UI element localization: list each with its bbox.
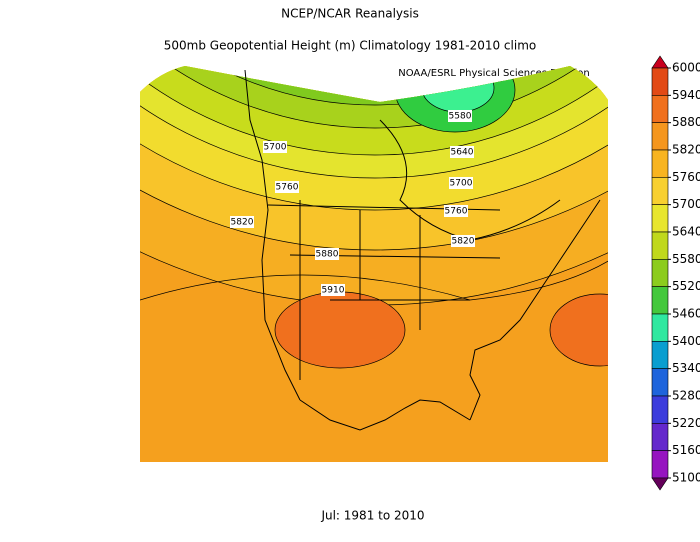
colorbar-cap: [651, 55, 669, 69]
colorbar-band: [651, 395, 669, 424]
contour-label: 5910: [322, 286, 345, 296]
field-band: [140, 66, 608, 156]
contour-label: 5640: [451, 148, 474, 158]
contour-label-box: [449, 177, 473, 189]
contour-line: [140, 259, 608, 301]
height-field: [140, 66, 608, 462]
colorbar-band: [651, 177, 669, 205]
colorbar-band: [651, 149, 669, 178]
map-subtitle: 500mb Geopotential Height (m) Climatolog…: [164, 39, 536, 53]
colorbar-tick-label: 5580: [672, 252, 700, 266]
contour-label-box: [450, 146, 474, 158]
coastlines: [244, 69, 601, 431]
contour-label-box: [444, 205, 468, 217]
contour-label-box: [448, 110, 472, 122]
contour-label: 5760: [445, 207, 468, 217]
field-band: [549, 293, 608, 367]
colorbar-tick-label: 5760: [672, 170, 700, 184]
colorbar-band: [651, 204, 669, 233]
colorbar-tick-label: 5940: [672, 88, 700, 102]
contour-labels: 5580 5640 5700 5700 5760 5760 5820 5820 5880 5910: [230, 110, 475, 296]
colorbar-band: [651, 231, 669, 260]
contour-label: 5820: [452, 237, 475, 247]
colorbar-band: [651, 259, 669, 287]
colorbar-tick-label: 6000: [672, 61, 700, 75]
colorbar-band: [651, 122, 669, 151]
colorbar-tick-label: 5340: [672, 361, 700, 375]
coastline: [469, 199, 601, 421]
contour-label-box: [451, 235, 475, 247]
border: [267, 200, 501, 380]
map-title: NCEP/NCAR Reanalysis: [281, 7, 419, 21]
field-band: [140, 66, 608, 179]
contour-label: 5760: [276, 183, 299, 193]
colorbar-tick-label: 5400: [672, 334, 700, 348]
colorbar-tick-label: 5640: [672, 225, 700, 239]
contour-label: 5700: [264, 143, 287, 153]
colorbar-tick-label: 5160: [672, 443, 700, 457]
contour-label: 5820: [231, 218, 254, 228]
colorbar-tick-label: 5460: [672, 307, 700, 321]
colorbar-tick-label: 5700: [672, 197, 700, 211]
colorbar-band: [651, 286, 669, 315]
colorbar-band: [651, 313, 669, 342]
contour-label: 5880: [316, 250, 339, 260]
coastline: [299, 399, 471, 431]
colorbar-tick-label: 5220: [672, 416, 700, 430]
contour-label: 5580: [449, 112, 472, 122]
colorbar-tick-label: 5520: [672, 279, 700, 293]
colorbar-band: [651, 450, 669, 479]
colorbar-tick-label: 5280: [672, 389, 700, 403]
colorbar-band: [651, 368, 669, 397]
colorbar-tick-label: 5880: [672, 115, 700, 129]
colorbar-tick-label: 5820: [672, 143, 700, 157]
field-band: [140, 66, 608, 129]
field-band: [140, 66, 608, 106]
contour-label-box: [321, 284, 345, 296]
source-label: NOAA/ESRL Physical Sciences Division: [398, 68, 590, 79]
contour-label-box: [315, 248, 339, 260]
colorbar-band: [651, 423, 669, 451]
field-band: [274, 291, 406, 369]
colorbar-cap: [651, 477, 669, 491]
contour-label: 5700: [450, 179, 473, 189]
colorbar-band: [651, 95, 669, 123]
map-footer: Jul: 1981 to 2010: [320, 509, 424, 523]
colorbar: 6000 5940 5880 5820 5760 5700 5640 5580 5520 5460…: [651, 55, 700, 491]
contour-label-box: [263, 141, 287, 153]
coastline: [379, 119, 561, 241]
field-band: [140, 66, 608, 251]
field-band: [140, 66, 608, 211]
coastline: [244, 69, 301, 401]
contour-label-box: [275, 181, 299, 193]
colorbar-tick-label: 5100: [672, 471, 700, 485]
contour-label-box: [230, 216, 254, 228]
colorbar-band: [651, 67, 669, 96]
colorbar-band: [651, 341, 669, 369]
